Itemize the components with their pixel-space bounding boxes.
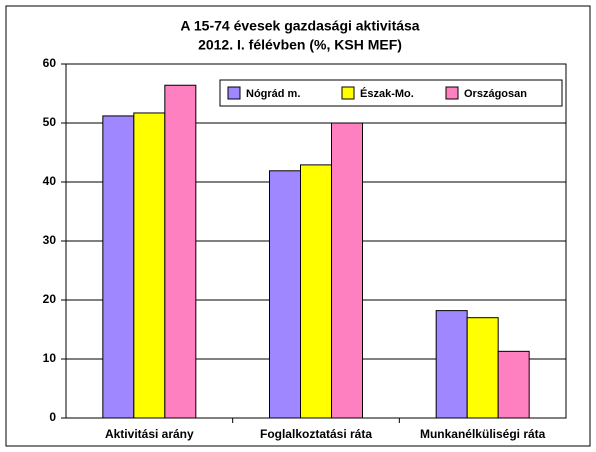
bar xyxy=(331,122,363,419)
legend-box xyxy=(219,79,563,107)
y-tick-label: 40 xyxy=(43,174,57,188)
legend-label: Észak-Mo. xyxy=(360,87,414,100)
y-tick-label: 50 xyxy=(43,115,57,129)
y-tick-label: 30 xyxy=(43,233,57,247)
bar xyxy=(300,164,332,419)
legend-swatch xyxy=(227,86,241,100)
legend-label: Nógrád m. xyxy=(246,88,300,100)
y-tick-label: 0 xyxy=(49,410,56,424)
x-tick-label: Munkanélküliségi ráta xyxy=(420,427,546,441)
x-tick-label: Aktivitási arány xyxy=(105,427,194,441)
y-tick-label: 60 xyxy=(43,56,57,70)
y-tick-label: 20 xyxy=(43,292,57,306)
legend-label: Országosan xyxy=(464,88,527,100)
chart-title: A 15-74 évesek gazdasági aktivitása xyxy=(180,18,419,34)
legend-swatch xyxy=(445,86,459,100)
bar xyxy=(102,115,135,419)
y-tick-label: 10 xyxy=(43,351,57,365)
x-tick-label: Foglalkoztatási ráta xyxy=(260,427,372,441)
bar xyxy=(497,350,530,419)
bar xyxy=(466,317,499,419)
chart-subtitle: 2012. I. félévben (%, KSH MEF) xyxy=(198,37,402,53)
legend-swatch xyxy=(341,86,355,100)
bar xyxy=(133,112,166,419)
bar xyxy=(435,310,468,419)
bar xyxy=(269,170,301,419)
bar xyxy=(164,84,197,419)
